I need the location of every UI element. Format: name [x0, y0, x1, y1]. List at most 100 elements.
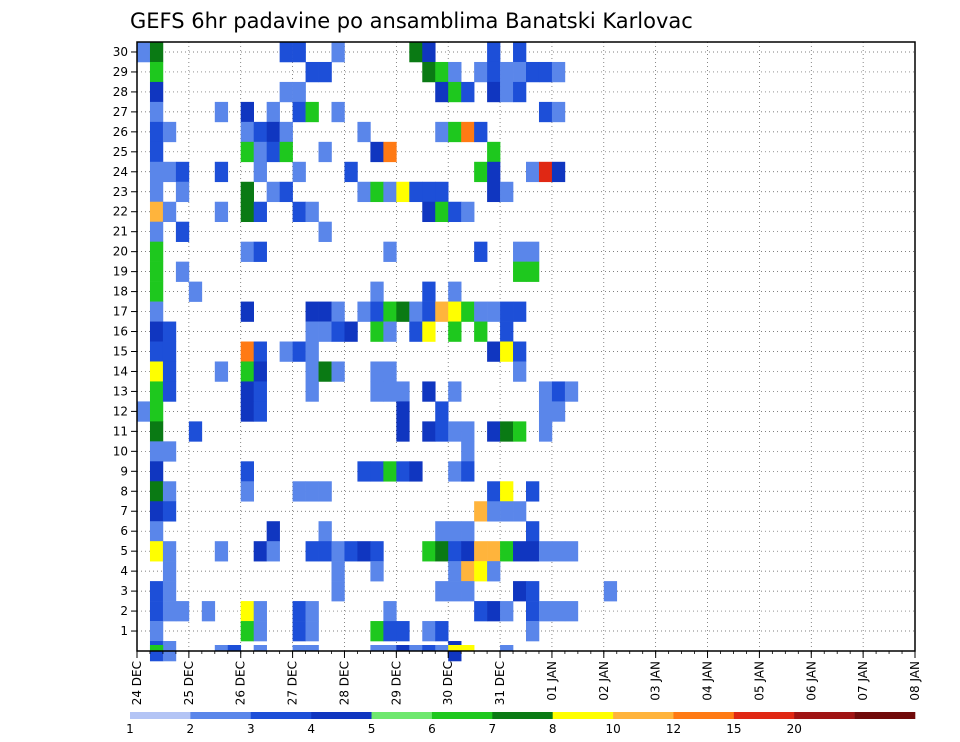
heatmap-cell	[448, 61, 462, 83]
heatmap-cell	[538, 161, 553, 183]
heatmap-cell	[526, 261, 540, 282]
heatmap-cell	[383, 181, 397, 203]
y-tick-label: 20	[113, 245, 128, 259]
heatmap-cell	[292, 161, 306, 183]
heatmap-cell	[266, 101, 280, 123]
y-axis: 1234567891011121314151617181920212223242…	[113, 45, 137, 638]
y-tick-label: 22	[113, 205, 128, 219]
heatmap-cell	[396, 461, 410, 482]
heatmap-cell	[175, 261, 190, 282]
legend-swatch	[492, 712, 553, 719]
heatmap-cell	[305, 601, 319, 622]
heatmap-cell	[513, 501, 527, 522]
heatmap-cell	[526, 541, 540, 562]
legend-label: 20	[787, 722, 802, 736]
heatmap-cell	[487, 541, 501, 562]
heatmap-cell	[149, 621, 164, 642]
heatmap-cell	[551, 381, 566, 402]
x-tick-label: 28 DEC	[337, 661, 351, 705]
heatmap-cell	[240, 241, 254, 262]
heatmap-cell	[240, 621, 254, 642]
legend-swatch	[431, 712, 493, 719]
heatmap-cell	[513, 581, 527, 602]
heatmap-cell	[487, 81, 501, 103]
heatmap-cell	[214, 101, 229, 123]
heatmap-cell	[305, 481, 319, 502]
heatmap-cell	[253, 381, 267, 402]
chart-title: GEFS 6hr padavine po ansamblima Banatski…	[130, 9, 693, 33]
heatmap-cell	[149, 461, 164, 482]
heatmap-cell	[188, 421, 203, 442]
heatmap-cell	[487, 161, 501, 183]
heatmap-cell	[370, 141, 384, 163]
heatmap-cell	[396, 621, 410, 642]
y-tick-label: 10	[113, 444, 128, 458]
heatmap-cell	[422, 201, 436, 223]
legend-swatch	[311, 712, 372, 719]
heatmap-cell	[564, 541, 579, 562]
heatmap-cell	[435, 301, 449, 322]
heatmap-cell	[603, 581, 618, 602]
y-tick-label: 26	[113, 125, 128, 139]
heatmap-cell	[526, 521, 540, 542]
heatmap-cell	[175, 181, 190, 203]
heatmap-cell	[500, 421, 514, 442]
heatmap-cell	[162, 581, 177, 602]
heatmap-cell	[461, 541, 475, 562]
heatmap-cell	[370, 541, 384, 562]
heatmap-cell	[149, 361, 164, 382]
heatmap-cell	[461, 201, 475, 223]
x-tick-label: 06 JAN	[804, 661, 818, 701]
y-tick-label: 25	[113, 145, 128, 159]
heatmap-cell	[305, 645, 319, 652]
heatmap-cell	[383, 621, 397, 642]
heatmap-cell	[448, 301, 462, 322]
heatmap-cell	[448, 81, 462, 103]
heatmap-cell	[500, 645, 514, 652]
heatmap-cell	[305, 101, 319, 123]
x-tick-label: 29 DEC	[389, 661, 403, 705]
heatmap-cell	[149, 221, 164, 242]
heatmap-cell	[513, 81, 527, 103]
heatmap-cell	[253, 541, 267, 562]
heatmap-cell	[149, 61, 164, 83]
legend-label: 1	[126, 722, 134, 736]
heatmap-cell	[162, 601, 177, 622]
heatmap-cell	[461, 441, 475, 462]
heatmap-cell	[526, 241, 540, 262]
x-axis: 24 DEC 25 DEC 26 DEC 27 DEC 28 DEC 29 DEC 30 D…	[130, 651, 922, 705]
heatmap-cell	[253, 401, 267, 422]
heatmap-cell	[513, 261, 527, 282]
heatmap-cell	[409, 42, 423, 63]
heatmap-cell	[370, 645, 384, 652]
heatmap-cell	[214, 541, 229, 562]
legend-label: 3	[247, 722, 255, 736]
heatmap-cell	[305, 541, 319, 562]
x-tick-label: 25 DEC	[182, 661, 196, 705]
heatmap-cell	[448, 645, 462, 652]
heatmap-cell	[149, 121, 164, 143]
heatmap-cell	[266, 181, 280, 203]
heatmap-cell	[318, 321, 332, 342]
heatmap-cell	[305, 361, 319, 382]
heatmap-cell	[318, 141, 332, 163]
legend-swatch	[673, 712, 735, 719]
heatmap-cell	[383, 461, 397, 482]
heatmap-cell	[538, 541, 553, 562]
heatmap-cell	[461, 645, 475, 652]
x-tick-label: 02 JAN	[597, 661, 611, 701]
heatmap-cell	[500, 181, 514, 203]
y-tick-label: 21	[113, 225, 128, 239]
y-tick-label: 14	[113, 364, 128, 378]
heatmap-cell	[500, 481, 514, 502]
heatmap-cell	[383, 601, 397, 622]
heatmap-cell	[551, 541, 566, 562]
heatmap-cell	[175, 601, 190, 622]
heatmap-cell	[526, 581, 540, 602]
heatmap-cell	[526, 601, 540, 622]
heatmap-cell	[149, 201, 164, 223]
heatmap-cell	[331, 321, 345, 342]
heatmap-cell	[409, 321, 423, 342]
heatmap-cell	[149, 481, 164, 502]
heatmap-cell	[214, 201, 229, 223]
